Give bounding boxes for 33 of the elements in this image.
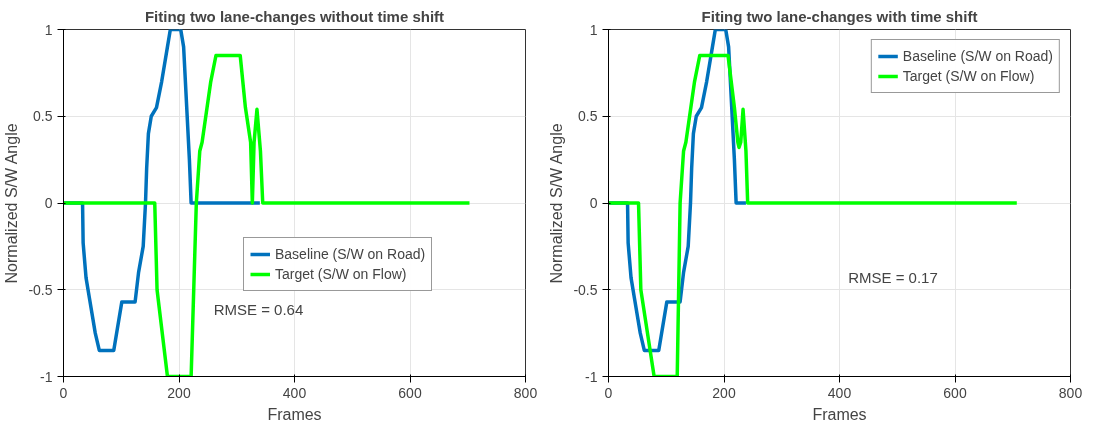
x-tick-label: 200 xyxy=(712,384,736,401)
y-tick-label: 1 xyxy=(589,21,598,38)
x-tick-label: 600 xyxy=(943,384,967,401)
y-axis-title: Normalized S/W Angle xyxy=(548,123,566,284)
y-tick-label: -0.5 xyxy=(573,281,598,298)
y-tick-label: -1 xyxy=(585,368,598,385)
y-tick-label: 0.5 xyxy=(578,108,598,125)
x-tick-label: 800 xyxy=(1058,384,1083,401)
x-tick-label: 800 xyxy=(513,384,538,401)
x-tick-label: 400 xyxy=(827,384,852,401)
line-series xyxy=(63,53,472,377)
y-tick-label: 0 xyxy=(44,195,53,211)
x-tick-label: 0 xyxy=(604,384,613,401)
legend-label: Target (S/W on Flow) xyxy=(275,266,407,282)
legend-label: Baseline (S/W on Road) xyxy=(902,48,1053,64)
x-axis-title: Frames xyxy=(812,405,867,423)
x-tick-label: 200 xyxy=(167,384,191,401)
x-tick-label: 0 xyxy=(59,384,68,401)
legend-label: Target (S/W on Flow) xyxy=(902,68,1035,84)
x-axis-title: Frames xyxy=(267,405,322,423)
chart-title: Fiting two lane-changes without time shift xyxy=(144,7,445,25)
annotation: RMSE = 0.17 xyxy=(848,269,938,287)
chart-title: Fiting two lane-changes with time shift xyxy=(701,7,978,25)
x-tick-label: 600 xyxy=(398,384,422,401)
x-tick-label: 400 xyxy=(282,384,307,401)
y-tick-label: -1 xyxy=(40,368,53,385)
y-tick-label: 0 xyxy=(589,195,598,211)
y-tick-label: -0.5 xyxy=(28,281,53,298)
legend-label: Baseline (S/W on Road) xyxy=(275,246,426,262)
annotation: RMSE = 0.64 xyxy=(213,300,304,318)
y-tick-label: 1 xyxy=(44,21,53,38)
y-axis-title: Normalized S/W Angle xyxy=(3,123,21,284)
y-tick-label: 0.5 xyxy=(33,108,53,125)
